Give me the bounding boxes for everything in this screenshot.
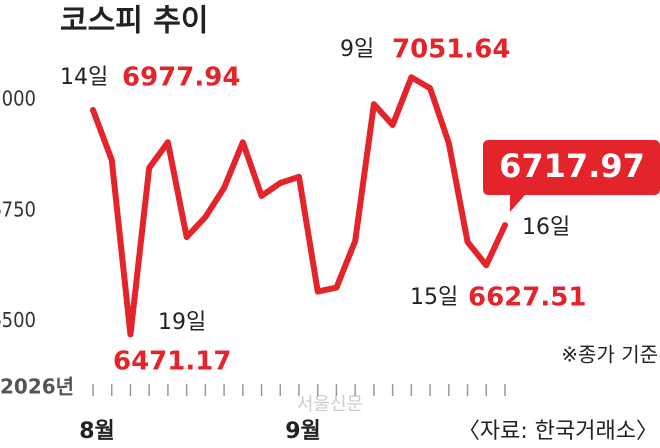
value-label: 6977.94 [122,63,240,93]
callout-box [483,140,660,212]
value-label: 6627.51 [468,283,586,313]
y-tick-label: 6750 [0,197,36,221]
note: ※종가 기준 [561,343,658,367]
x-tick-label: 8월 [79,419,115,444]
day-label: 15일 [410,285,458,310]
watermark: 서울신문 [297,394,363,415]
day-label: 19일 [158,310,206,335]
day-label: 9일 [340,37,374,62]
x-tick-label: 9월 [285,419,321,444]
line [90,74,508,338]
x-axis-title: 2026년 [0,375,74,399]
value-label: 6471.17 [113,347,231,377]
source: 〈자료: 한국거래소〉 [458,419,658,444]
y-tick-label: 6500 [0,308,36,332]
day-label: 14일 [60,65,108,90]
y-tick-label: 7000 [0,87,36,111]
value-label: 7051.64 [392,35,510,65]
day-label: 16일 [522,215,570,240]
value-label: 6717.97 [499,147,645,185]
chart-title: 코스피 추이 [60,4,208,39]
